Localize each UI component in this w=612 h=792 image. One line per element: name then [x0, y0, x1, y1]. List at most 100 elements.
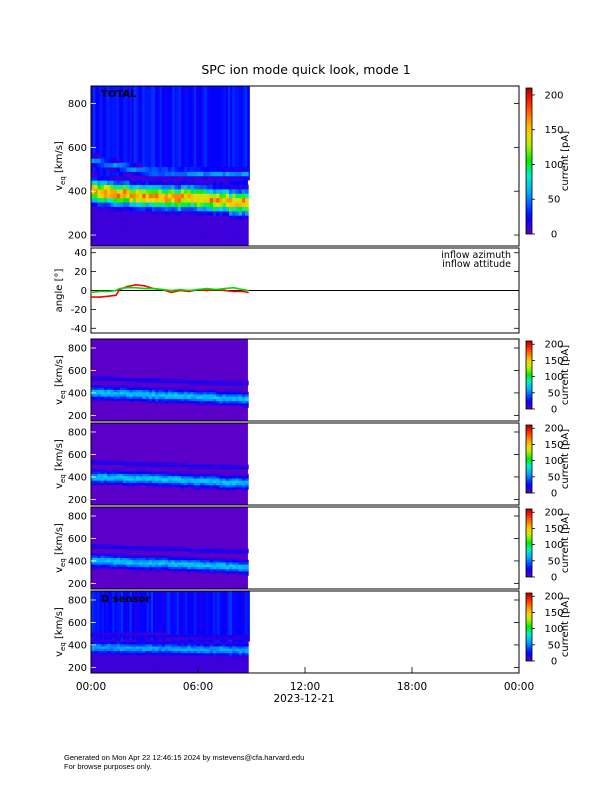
- heatmap-cell: [171, 564, 175, 567]
- heatmap-cell: [216, 657, 220, 660]
- heatmap-cell: [219, 478, 224, 481]
- heatmap-cell: [200, 210, 204, 216]
- heatmap-cell: [196, 548, 201, 552]
- heatmap-cell: [222, 652, 227, 656]
- heatmap-cell: [132, 641, 137, 645]
- heatmap-cell: [232, 480, 236, 483]
- heatmap-cell: [225, 646, 230, 649]
- heatmap-cell: [100, 158, 105, 164]
- heatmap-cell: [145, 643, 150, 647]
- heatmap-cell: [139, 634, 143, 638]
- heatmap-cell: [100, 666, 105, 669]
- heatmap-cell: [187, 171, 191, 177]
- heatmap-cell: [212, 564, 217, 567]
- heatmap-column: [133, 86, 137, 181]
- heatmap-cell: [91, 206, 95, 212]
- heatmap-cell: [184, 559, 188, 563]
- heatmap-cell: [203, 391, 207, 395]
- heatmap-cell: [158, 661, 163, 665]
- heatmap-cell: [142, 167, 146, 172]
- heatmap-cell: [116, 670, 121, 674]
- heatmap-cell: [91, 471, 95, 474]
- heatmap-cell: [155, 661, 159, 665]
- heatmap-cell: [161, 175, 166, 181]
- heatmap-cell: [145, 670, 150, 674]
- heatmap-cell: [193, 650, 198, 654]
- heatmap-cell: [116, 661, 121, 665]
- heatmap-cell: [212, 643, 217, 647]
- heatmap-cell: [91, 546, 95, 549]
- series-point: [99, 296, 101, 299]
- heatmap-cell: [119, 471, 124, 474]
- heatmap-cell: [161, 564, 166, 567]
- heatmap-cell: [219, 657, 224, 660]
- heatmap-cell: [164, 184, 169, 190]
- heatmap-cell: [171, 175, 175, 181]
- heatmap-cell: [129, 632, 134, 636]
- heatmap-cell: [180, 224, 185, 229]
- series-point: [99, 290, 101, 293]
- heatmap-cell: [225, 389, 230, 393]
- heatmap-cell: [184, 652, 188, 656]
- heatmap-cell: [219, 564, 224, 567]
- heatmap-cell: [129, 646, 134, 649]
- heatmap-cell: [142, 666, 146, 669]
- heatmap-cell: [171, 462, 175, 465]
- heatmap-cell: [158, 634, 163, 638]
- heatmap-cell: [107, 566, 111, 570]
- heatmap-cell: [129, 224, 134, 229]
- heatmap-cell: [193, 652, 198, 656]
- heatmap-cell: [171, 650, 175, 654]
- heatmap-cell: [158, 664, 163, 667]
- heatmap-cell: [100, 387, 105, 390]
- heatmap-cell: [97, 158, 102, 164]
- heatmap-cell: [184, 637, 188, 640]
- heatmap-cell: [113, 180, 118, 186]
- heatmap-column: [221, 86, 225, 181]
- heatmap-cell: [206, 648, 211, 651]
- ylabel-subscript: eq: [59, 474, 67, 483]
- heatmap-cell: [145, 224, 150, 229]
- heatmap-cell: [212, 655, 217, 658]
- heatmap-cell: [171, 180, 175, 186]
- heatmap-cell: [219, 664, 224, 667]
- heatmap-cell: [203, 637, 207, 640]
- heatmap-cell: [100, 652, 105, 656]
- heatmap-cell: [219, 241, 224, 247]
- heatmap-cell: [91, 215, 95, 221]
- heatmap-cell: [174, 475, 179, 479]
- heatmap-cell: [238, 189, 243, 194]
- heatmap-cell: [245, 391, 249, 395]
- heatmap-cell: [103, 546, 108, 549]
- heatmap-cell: [168, 484, 172, 488]
- heatmap-cell: [200, 237, 204, 243]
- heatmap-cell: [126, 215, 130, 221]
- heatmap-cell: [107, 202, 111, 207]
- heatmap-cell: [232, 548, 236, 552]
- heatmap-cell: [193, 175, 198, 181]
- heatmap-cell: [219, 215, 224, 221]
- heatmap-cell: [177, 396, 182, 399]
- heatmap-cell: [116, 389, 121, 393]
- heatmap-cell: [174, 237, 179, 243]
- heatmap-cell: [168, 555, 172, 558]
- heatmap-cell: [119, 632, 124, 636]
- heatmap-cell: [177, 484, 182, 488]
- heatmap-cell: [232, 473, 236, 477]
- heatmap-cell: [164, 475, 169, 479]
- heatmap-cell: [151, 643, 156, 647]
- heatmap-cell: [142, 464, 146, 468]
- heatmap-cell: [148, 464, 153, 468]
- heatmap-cell: [100, 241, 105, 247]
- heatmap-cell: [203, 382, 207, 386]
- heatmap-cell: [107, 469, 111, 472]
- heatmap-cell: [232, 232, 236, 238]
- heatmap-cell: [107, 666, 111, 669]
- heatmap-cell: [126, 652, 130, 656]
- heatmap-cell: [103, 184, 108, 190]
- heatmap-cell: [200, 184, 204, 190]
- heatmap-cell: [238, 224, 243, 229]
- heatmap-cell: [132, 478, 137, 481]
